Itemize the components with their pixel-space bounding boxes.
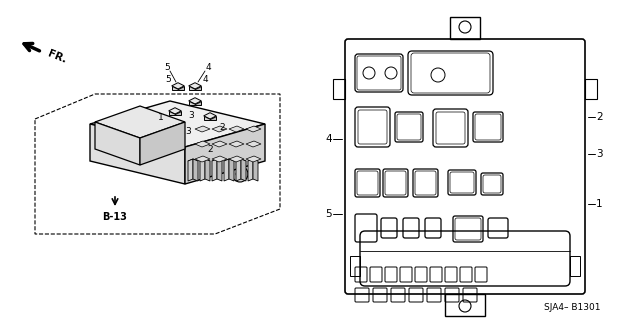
Polygon shape — [236, 159, 241, 181]
Bar — [585, 79, 597, 99]
Text: 1: 1 — [172, 141, 178, 150]
Text: 4: 4 — [325, 134, 332, 144]
Polygon shape — [253, 159, 258, 181]
Polygon shape — [246, 141, 261, 147]
Polygon shape — [90, 101, 265, 147]
Polygon shape — [193, 159, 198, 181]
Circle shape — [459, 21, 471, 33]
Polygon shape — [200, 159, 205, 181]
Polygon shape — [229, 159, 234, 181]
Circle shape — [232, 166, 248, 182]
Text: 1: 1 — [596, 199, 603, 209]
Polygon shape — [95, 122, 140, 165]
Text: SJA4– B1301: SJA4– B1301 — [543, 302, 600, 311]
Text: 4: 4 — [205, 63, 211, 72]
Bar — [350, 256, 360, 276]
Polygon shape — [188, 159, 198, 163]
Polygon shape — [195, 156, 210, 162]
Polygon shape — [236, 159, 246, 163]
Polygon shape — [140, 122, 185, 165]
Text: 5: 5 — [164, 63, 170, 72]
Polygon shape — [246, 126, 261, 132]
Bar — [445, 294, 485, 316]
Polygon shape — [248, 159, 253, 181]
Polygon shape — [90, 124, 185, 184]
Text: 3: 3 — [188, 112, 194, 121]
Polygon shape — [229, 141, 244, 147]
Text: B-13: B-13 — [102, 212, 127, 222]
Polygon shape — [189, 101, 195, 105]
Text: 4: 4 — [202, 75, 208, 84]
Text: 1: 1 — [158, 114, 164, 122]
Circle shape — [459, 300, 471, 312]
Polygon shape — [224, 159, 229, 181]
Bar — [450, 17, 480, 39]
Polygon shape — [169, 108, 181, 114]
Polygon shape — [172, 86, 178, 90]
Polygon shape — [248, 159, 258, 163]
Text: FR.: FR. — [46, 49, 68, 65]
Polygon shape — [189, 83, 202, 89]
Text: 2: 2 — [596, 112, 603, 122]
Text: 5: 5 — [165, 75, 171, 84]
Polygon shape — [172, 83, 184, 89]
Polygon shape — [212, 141, 227, 147]
Polygon shape — [205, 159, 210, 181]
Bar — [333, 79, 345, 99]
Polygon shape — [195, 126, 210, 132]
Bar — [570, 256, 580, 276]
Polygon shape — [178, 86, 184, 90]
Polygon shape — [229, 126, 244, 132]
Text: 5: 5 — [325, 209, 332, 219]
Polygon shape — [185, 124, 265, 184]
Polygon shape — [195, 101, 202, 105]
Polygon shape — [189, 86, 195, 90]
Polygon shape — [204, 116, 210, 120]
Polygon shape — [224, 159, 234, 163]
Polygon shape — [188, 159, 193, 181]
Polygon shape — [200, 159, 210, 163]
Text: 2: 2 — [219, 122, 225, 131]
Polygon shape — [204, 113, 216, 119]
Text: 3: 3 — [185, 127, 191, 136]
Text: 2: 2 — [207, 145, 213, 154]
Polygon shape — [195, 86, 202, 90]
Text: 3: 3 — [596, 149, 603, 159]
Polygon shape — [169, 111, 175, 115]
Polygon shape — [246, 156, 261, 162]
Polygon shape — [189, 98, 202, 104]
Polygon shape — [241, 159, 246, 181]
Polygon shape — [175, 111, 181, 115]
Polygon shape — [212, 159, 222, 163]
Polygon shape — [229, 156, 244, 162]
Polygon shape — [195, 141, 210, 147]
Polygon shape — [210, 116, 216, 120]
Polygon shape — [217, 159, 222, 181]
Polygon shape — [212, 156, 227, 162]
Polygon shape — [95, 106, 185, 138]
Polygon shape — [212, 159, 217, 181]
Polygon shape — [212, 126, 227, 132]
